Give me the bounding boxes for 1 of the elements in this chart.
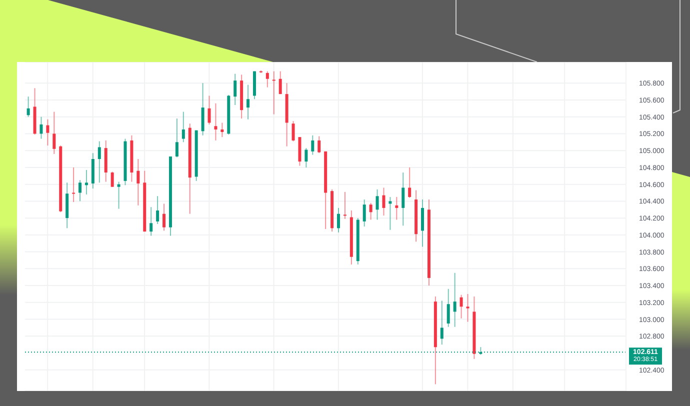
candlestick (110, 171, 114, 188)
